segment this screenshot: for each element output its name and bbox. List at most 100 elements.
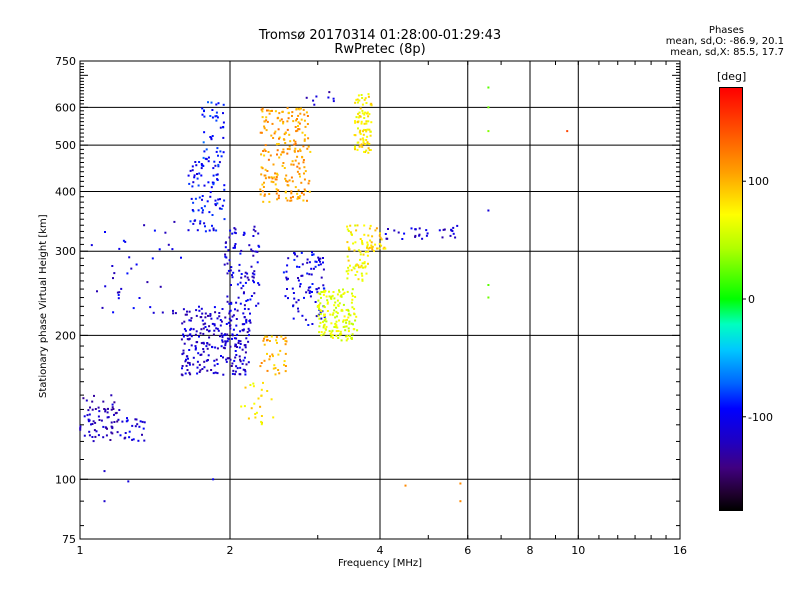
data-point (357, 264, 360, 267)
data-point (277, 369, 280, 371)
data-point (226, 333, 229, 336)
data-point (410, 227, 413, 230)
data-point (343, 315, 346, 318)
data-point (393, 229, 396, 232)
data-point (260, 108, 263, 111)
data-point (102, 425, 105, 428)
data-point (294, 126, 297, 128)
data-point (293, 252, 296, 255)
data-point (174, 312, 177, 315)
data-point (368, 142, 371, 145)
data-point (441, 236, 444, 239)
data-point (318, 258, 321, 260)
data-point (187, 361, 189, 364)
data-point (233, 359, 236, 362)
data-point (361, 274, 364, 277)
data-point (487, 296, 490, 299)
data-point (228, 259, 231, 262)
data-point (367, 262, 369, 265)
data-point (324, 289, 327, 292)
data-point (265, 119, 268, 122)
data-point (274, 130, 277, 133)
data-point (364, 111, 367, 114)
data-point (200, 174, 203, 177)
data-point (128, 430, 131, 433)
data-point (322, 261, 324, 264)
data-point (180, 338, 183, 341)
data-point (292, 292, 295, 294)
data-point (94, 435, 97, 438)
data-point (263, 174, 266, 177)
data-point (298, 108, 301, 111)
data-point (243, 307, 246, 310)
data-point (210, 138, 213, 141)
data-point (348, 320, 351, 323)
data-point (301, 131, 304, 134)
data-point (214, 164, 217, 167)
data-point (208, 211, 211, 214)
data-point (311, 251, 313, 254)
data-point (239, 343, 242, 345)
data-point (361, 243, 364, 246)
data-point (297, 114, 300, 117)
data-point (97, 434, 100, 437)
data-point (128, 436, 131, 439)
data-point (92, 440, 95, 443)
data-point (367, 95, 370, 98)
data-point (197, 209, 200, 212)
data-point (143, 224, 146, 227)
data-point (352, 323, 354, 326)
data-point (354, 241, 357, 244)
data-point (85, 399, 88, 402)
data-point (359, 115, 362, 118)
data-point (222, 126, 225, 128)
data-point (220, 332, 223, 335)
data-point (270, 180, 273, 183)
data-point (401, 238, 404, 240)
data-point (229, 309, 232, 312)
data-point (199, 316, 202, 319)
data-point (111, 406, 114, 409)
data-point (261, 190, 264, 193)
data-point (342, 293, 345, 295)
data-point (172, 309, 174, 312)
data-point (449, 234, 452, 237)
y-tick-label: 400 (55, 185, 76, 198)
data-point (239, 373, 242, 376)
data-point (266, 109, 268, 112)
data-point (342, 326, 345, 328)
data-point (268, 193, 271, 195)
data-point (243, 304, 246, 307)
x-tick-label: 16 (673, 544, 687, 557)
data-point (425, 234, 428, 237)
data-point (97, 406, 100, 409)
data-point (262, 339, 265, 342)
data-point (271, 109, 273, 112)
data-point (319, 311, 322, 314)
data-point (266, 120, 269, 123)
data-point (284, 339, 287, 342)
data-point (199, 332, 202, 335)
data-point (359, 253, 362, 256)
data-point (257, 397, 260, 400)
data-point (330, 335, 333, 337)
data-point (194, 161, 197, 163)
data-point (365, 102, 368, 104)
data-point (307, 182, 310, 185)
data-point (335, 310, 338, 313)
chart-title-line1: Tromsø 20170314 01:28:00-01:29:43 (258, 28, 502, 43)
data-point (225, 323, 228, 325)
y-tick-label: 300 (55, 245, 76, 258)
data-point (274, 183, 277, 186)
data-point (83, 434, 86, 437)
data-point (107, 407, 109, 410)
data-point (230, 365, 233, 367)
data-point (320, 331, 323, 334)
data-point (366, 128, 369, 131)
data-point (347, 259, 350, 262)
data-point (245, 363, 248, 366)
data-point (247, 327, 250, 330)
data-point (248, 244, 251, 247)
data-point (196, 229, 199, 232)
data-point (126, 417, 128, 420)
